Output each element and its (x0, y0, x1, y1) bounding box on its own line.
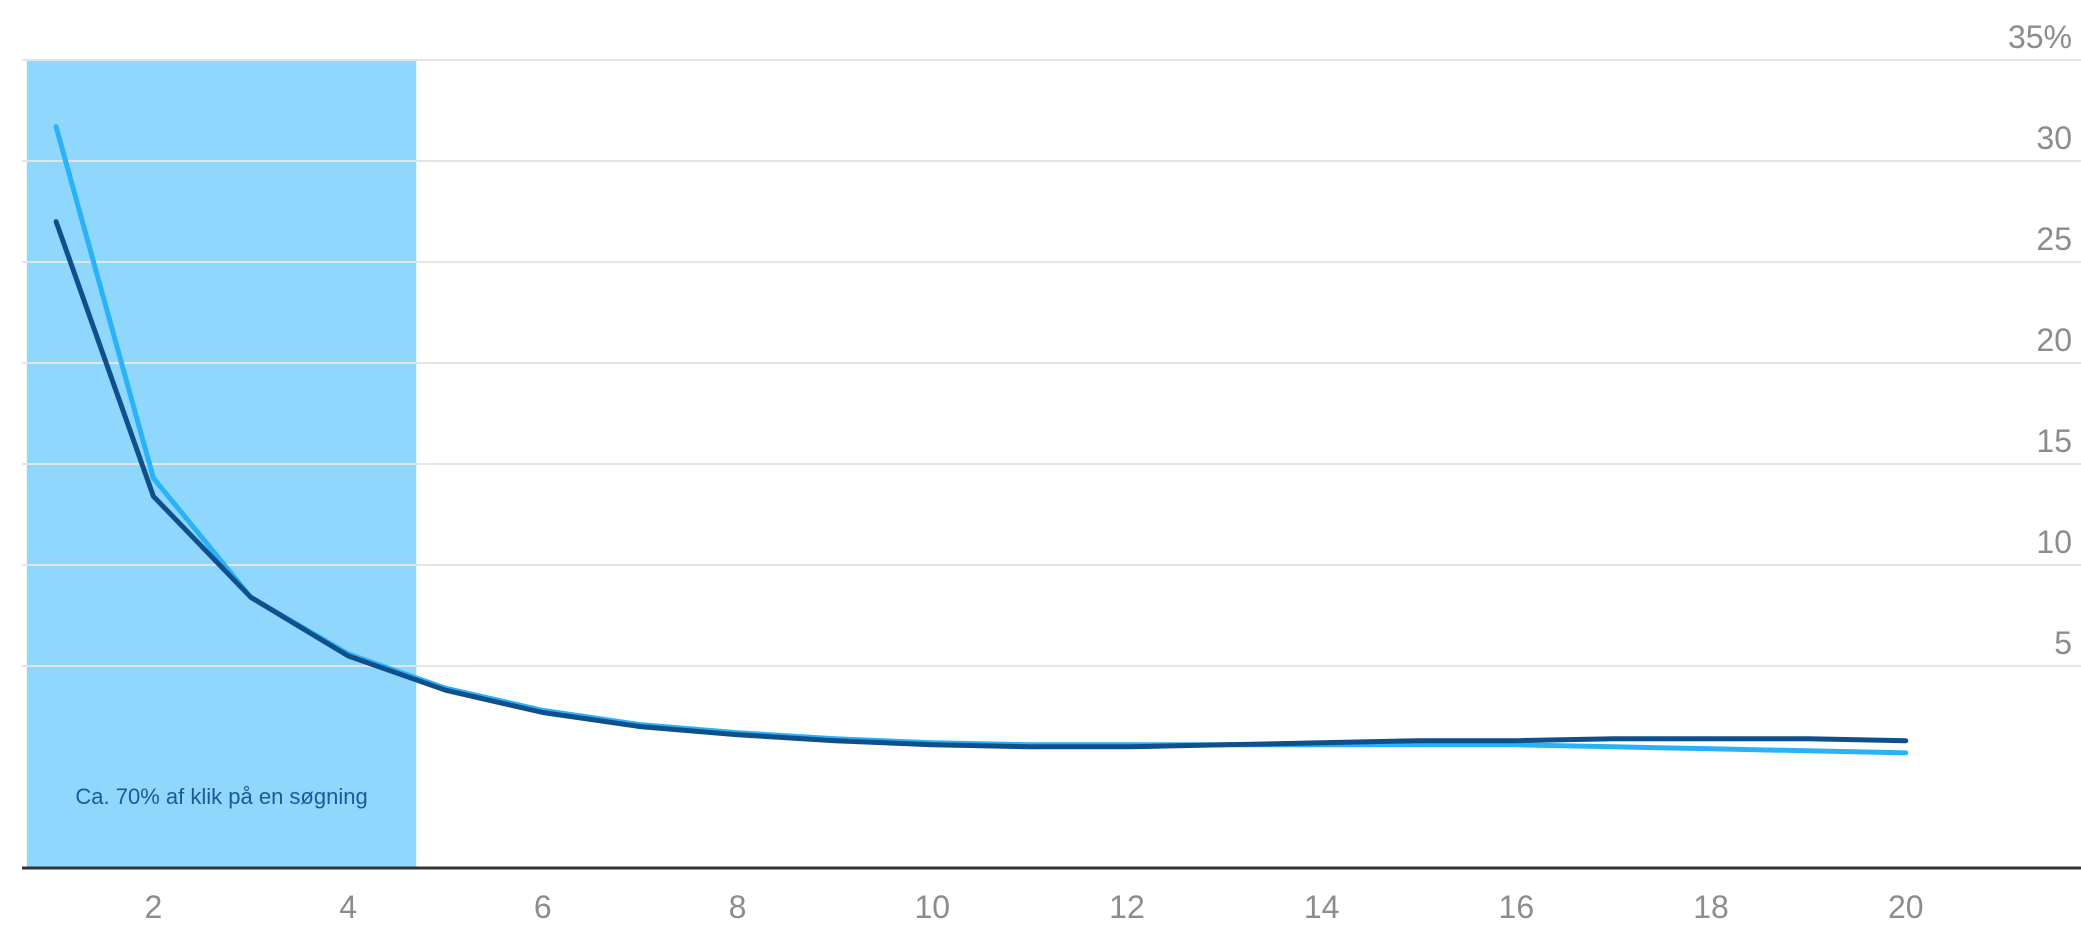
x-tick-label-10: 10 (914, 889, 950, 925)
x-tick-label-2: 2 (145, 889, 163, 925)
series-line-2 (53, 219, 1909, 750)
y-tick-label-30: 30 (2036, 120, 2072, 156)
y-tick-label-15: 15 (2036, 423, 2072, 459)
y-tick-label-35: 35% (2008, 19, 2072, 55)
y-tick-label-10: 10 (2036, 524, 2072, 560)
x-tick-label-12: 12 (1109, 889, 1145, 925)
gridlines (22, 59, 2081, 667)
x-tick-label-16: 16 (1499, 889, 1535, 925)
series-lines (53, 124, 1909, 756)
x-tick-label-20: 20 (1888, 889, 1924, 925)
x-tick-label-6: 6 (534, 889, 552, 925)
annotations: Ca. 70% af klik på en søgning (75, 784, 367, 809)
x-tick-label-8: 8 (729, 889, 747, 925)
y-tick-label-5: 5 (2054, 625, 2072, 661)
highlight-annotation: Ca. 70% af klik på en søgning (75, 784, 367, 809)
x-tick-label-14: 14 (1304, 889, 1340, 925)
x-tick-label-18: 18 (1693, 889, 1729, 925)
y-tick-label-20: 20 (2036, 322, 2072, 358)
y-axis-tick-labels: 5 10 15 20 25 30 35% (2008, 19, 2072, 661)
x-tick-label-4: 4 (339, 889, 357, 925)
x-axis-tick-labels: 2 4 6 8 10 12 14 16 18 20 (145, 889, 1924, 925)
y-tick-label-25: 25 (2036, 221, 2072, 257)
